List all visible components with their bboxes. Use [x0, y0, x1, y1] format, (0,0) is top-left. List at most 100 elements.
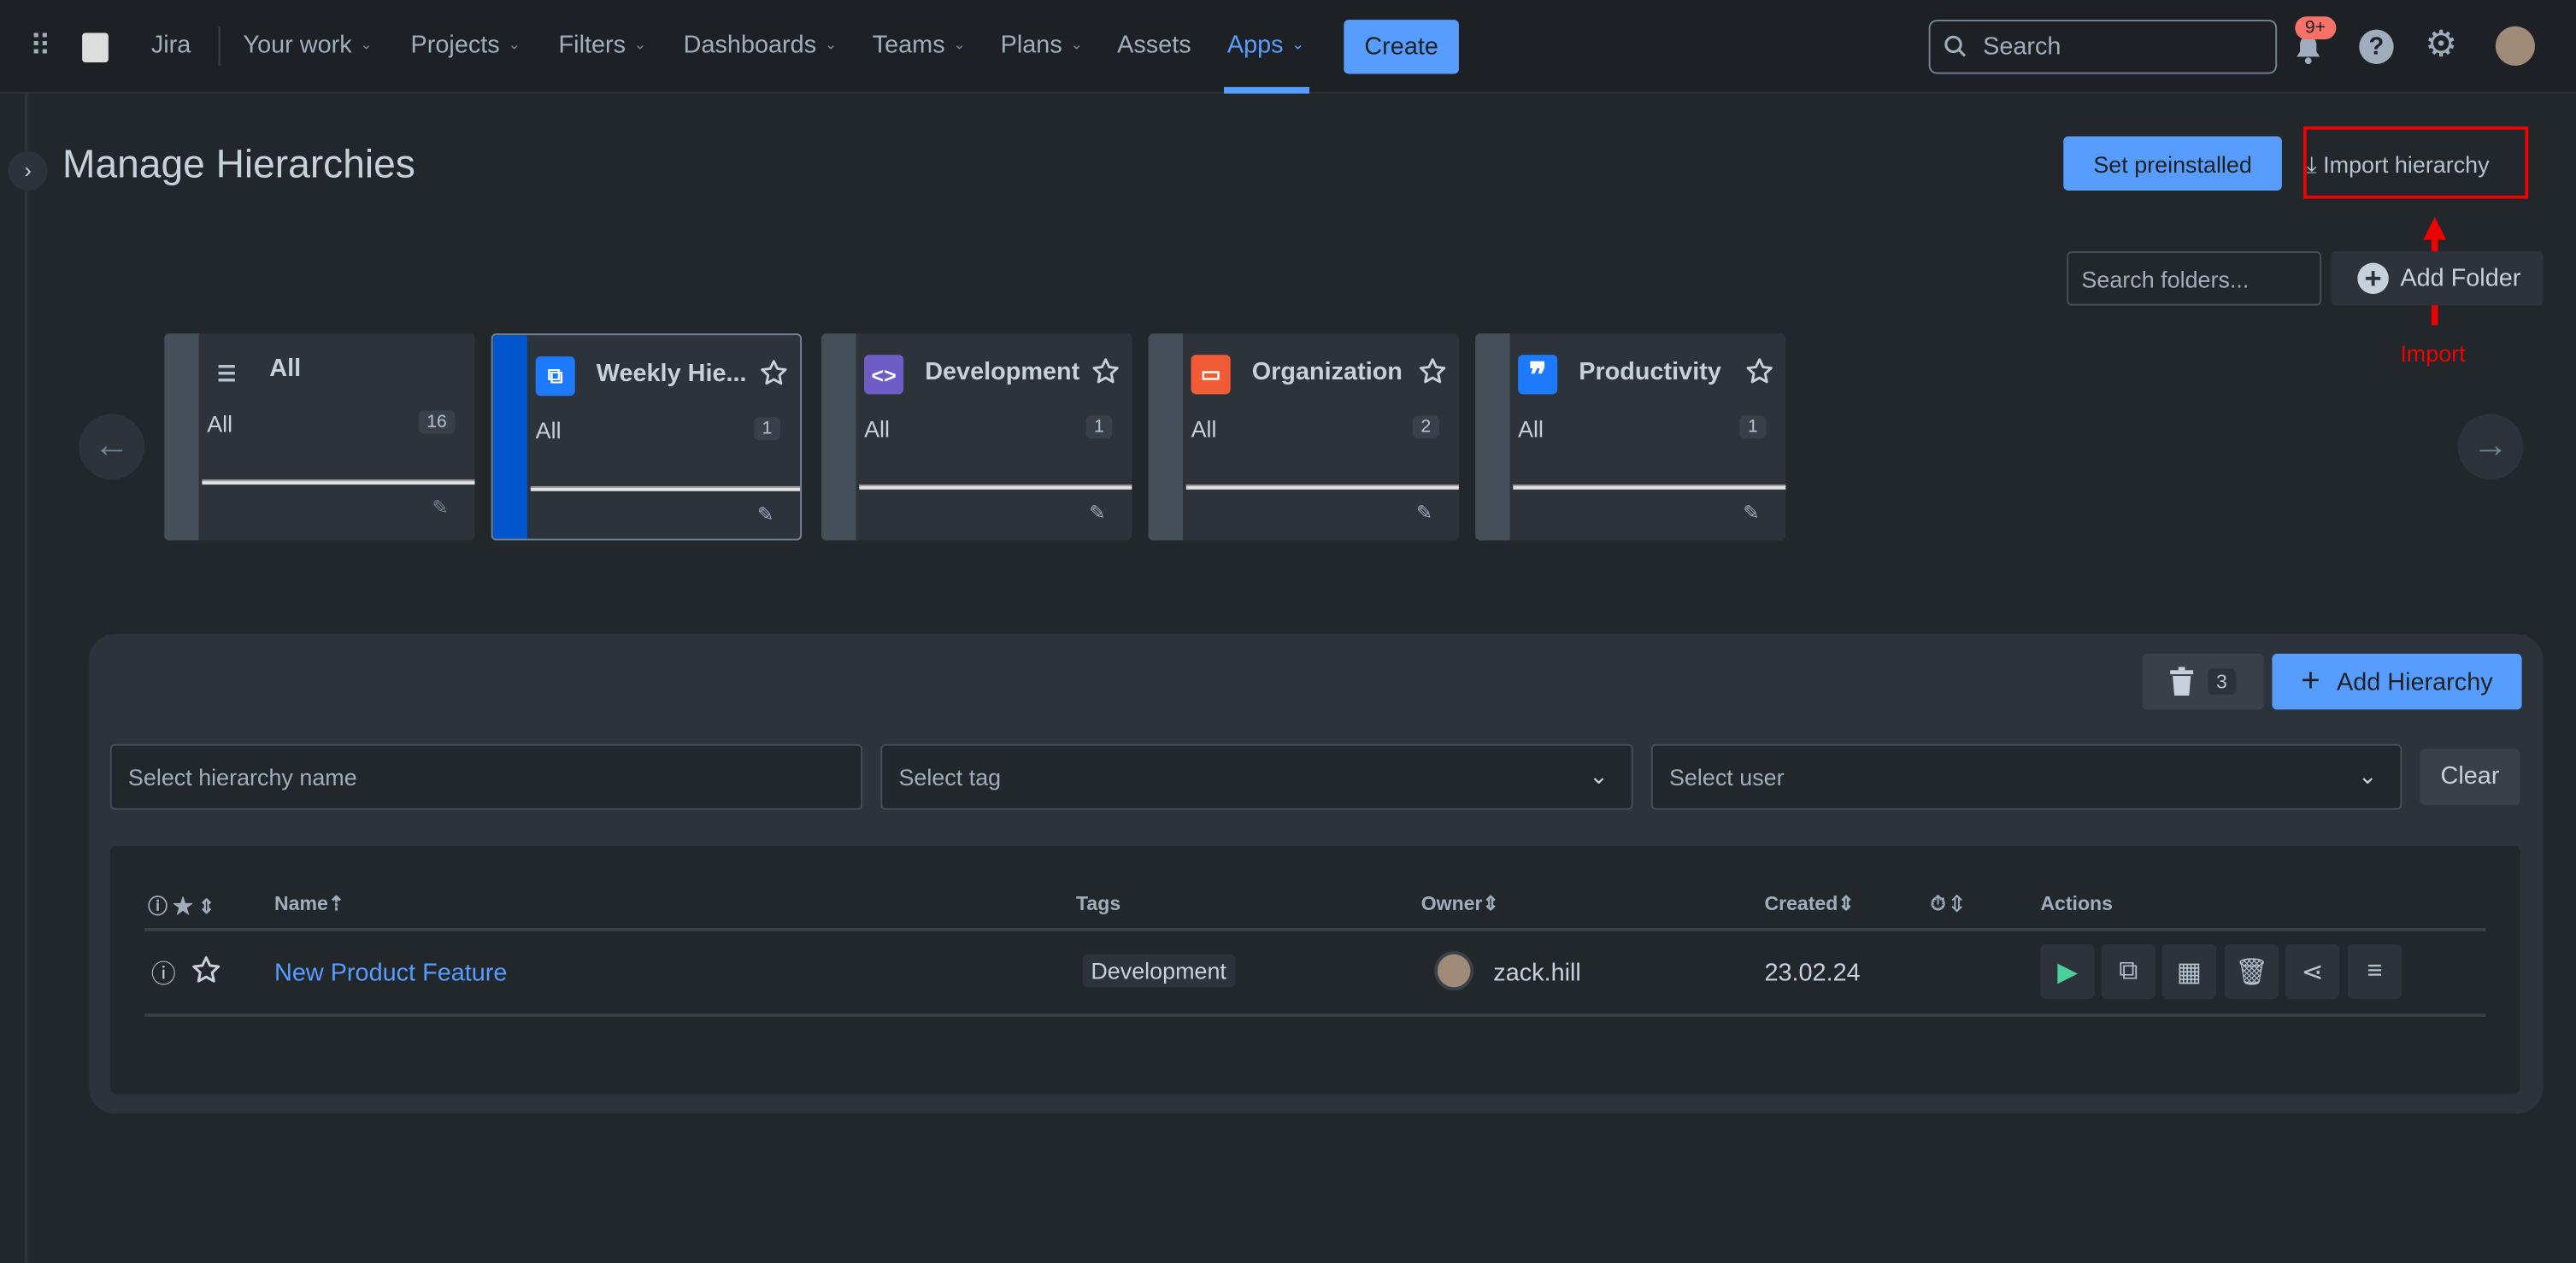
copy-button[interactable]: ⧉: [2101, 944, 2155, 999]
add-folder-label[interactable]: Add Folder: [2400, 264, 2521, 293]
divider: [218, 26, 221, 66]
plus-circle-icon: [2357, 262, 2389, 295]
trash-icon: [2170, 667, 2194, 696]
trash-count: 3: [2208, 668, 2236, 696]
header-label: Owner: [1420, 891, 1483, 915]
avatar[interactable]: [2495, 26, 2535, 66]
star-icon[interactable]: [1418, 356, 1448, 386]
pencil-icon[interactable]: ✎: [1415, 501, 1433, 525]
run-button[interactable]: ▶: [2040, 944, 2095, 999]
card-bar: [1475, 333, 1510, 541]
star-icon[interactable]: [1091, 356, 1120, 386]
nav-dashboards[interactable]: Dashboards ⌄: [684, 32, 838, 60]
hierarchy-name-select[interactable]: Select hierarchy name: [109, 743, 863, 810]
chevron-down-icon: ⌄: [508, 36, 520, 53]
add-hierarchy-button[interactable]: + Add Hierarchy: [2272, 654, 2522, 710]
create-button[interactable]: Create: [1344, 20, 1459, 74]
delete-button[interactable]: 🗑︎: [2224, 944, 2279, 999]
pencil-icon[interactable]: ✎: [757, 502, 774, 526]
nav-label: Teams: [872, 31, 945, 60]
page-title: Manage Hierarchies: [62, 143, 415, 188]
user-select[interactable]: Select user ⌄: [1650, 743, 2403, 810]
import-hierarchy-button[interactable]: ⤓ Import hierarchy: [2307, 151, 2490, 179]
folder-card-organization[interactable]: ▭ Organization All 2 ✎: [1148, 333, 1459, 541]
card-divider: [1185, 485, 1459, 490]
card-bar: [164, 333, 199, 541]
search-input[interactable]: Search: [1983, 32, 2061, 62]
tag-placeholder: Select tag: [898, 763, 1002, 790]
folder-card-all[interactable]: ☰ All All 16 ✎: [164, 333, 475, 541]
search-icon: [1944, 35, 1967, 57]
nav-teams[interactable]: Teams ⌄: [873, 32, 966, 60]
set-preinstalled-button[interactable]: Set preinstalled: [2063, 136, 2282, 191]
header-label: Name: [274, 891, 328, 915]
folder-count: 1: [1085, 415, 1113, 439]
search-box[interactable]: [1928, 20, 2278, 74]
table-view-button[interactable]: ▦: [2161, 944, 2217, 999]
help-icon[interactable]: ?: [2359, 29, 2394, 64]
pencil-icon[interactable]: ✎: [1743, 501, 1760, 525]
folder-count: 1: [754, 417, 781, 441]
star-icon[interactable]: [759, 358, 789, 388]
nav-plans[interactable]: Plans ⌄: [1001, 32, 1083, 60]
timer-sort-header[interactable]: ⏱ ⇕: [1930, 891, 1963, 915]
nav-label: Your work: [243, 31, 352, 60]
clear-button[interactable]: Clear: [2420, 749, 2520, 805]
bell-icon[interactable]: [2293, 32, 2323, 65]
folder-count: 2: [1412, 415, 1439, 439]
folder-sub: All: [864, 415, 890, 443]
row-divider: [144, 1013, 2486, 1017]
expand-sidebar-button[interactable]: ›: [8, 150, 48, 191]
app-switcher-icon[interactable]: ⠿: [29, 29, 51, 63]
header-label: Created: [1764, 891, 1838, 915]
sidebar-edge: [24, 93, 28, 1263]
annotation-label: Import: [2400, 339, 2466, 367]
info-star-sort-header[interactable]: ⓘ ★ ⇕: [147, 895, 215, 919]
trash-button[interactable]: 3: [2142, 654, 2264, 710]
nav-apps[interactable]: Apps ⌄: [1227, 32, 1304, 60]
nav-your-work[interactable]: Your work ⌄: [243, 32, 372, 60]
tag-select[interactable]: Select tag ⌄: [880, 743, 1633, 810]
carousel-next-button[interactable]: →: [2457, 414, 2524, 480]
star-icon[interactable]: [1744, 356, 1774, 386]
owner-avatar: [1434, 950, 1474, 991]
share-button[interactable]: ⋖: [2285, 944, 2340, 999]
owner-header[interactable]: Owner⇕: [1420, 891, 1499, 915]
nav-label: Filters: [558, 31, 626, 60]
folder-sub: All: [535, 417, 562, 444]
search-folders-input[interactable]: Search folders...: [2067, 251, 2322, 306]
active-tab-indicator: [1224, 86, 1309, 94]
folder-sub: All: [207, 410, 233, 438]
hierarchy-icon: ⧉: [535, 356, 575, 397]
product-name[interactable]: Jira: [150, 31, 191, 60]
nav-label: Apps: [1226, 31, 1284, 60]
star-icon[interactable]: [191, 955, 222, 986]
gear-icon[interactable]: ⚙: [2425, 22, 2458, 64]
folder-card-productivity[interactable]: ❞ Productivity All 1 ✎: [1475, 333, 1786, 541]
info-icon[interactable]: ⓘ: [150, 960, 176, 990]
pencil-icon[interactable]: ✎: [432, 496, 449, 520]
pencil-icon[interactable]: ✎: [1089, 501, 1106, 525]
arrow-head: [2423, 216, 2447, 240]
card-divider: [202, 479, 475, 485]
name-header[interactable]: Name⇡: [274, 891, 345, 915]
carousel-prev-button[interactable]: ←: [79, 414, 145, 480]
folder-sub: All: [1191, 415, 1217, 443]
jira-logo-icon[interactable]: [82, 32, 109, 63]
nav-projects[interactable]: Projects ⌄: [411, 32, 520, 60]
add-hierarchy-label: Add Hierarchy: [2336, 667, 2493, 696]
nav-assets[interactable]: Assets: [1117, 32, 1191, 60]
code-icon: <>: [864, 355, 904, 395]
hierarchy-name-link[interactable]: New Product Feature: [274, 959, 508, 988]
menu-button[interactable]: ≡: [2347, 944, 2403, 999]
nav-label: Dashboards: [683, 31, 817, 60]
card-bar: [1148, 333, 1183, 541]
top-nav: ⠿ Jira Your work ⌄ Projects ⌄ Filters ⌄ Das…: [0, 0, 2576, 94]
card-bar: [821, 333, 856, 541]
folder-card-weekly[interactable]: ⧉ Weekly Hie... All 1 ✎: [491, 333, 803, 541]
created-header[interactable]: Created⇕: [1764, 891, 1855, 915]
notification-badge: 9+: [2295, 16, 2336, 40]
nav-filters[interactable]: Filters ⌄: [559, 32, 647, 60]
folder-card-development[interactable]: <> Development All 1 ✎: [821, 333, 1132, 541]
folder-name: Weekly Hie...: [596, 359, 747, 388]
